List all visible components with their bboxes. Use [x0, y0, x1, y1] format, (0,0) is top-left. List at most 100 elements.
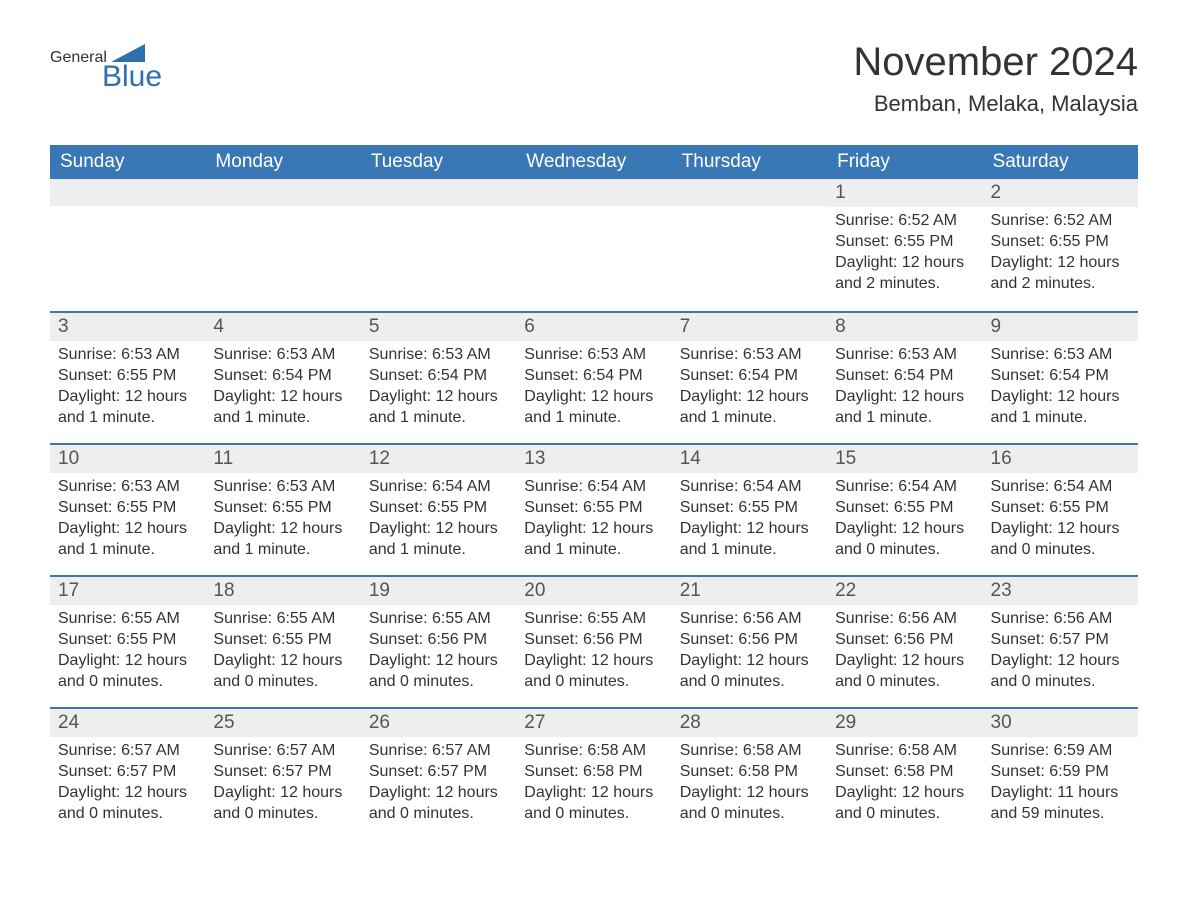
day-number: 16 — [983, 445, 1138, 473]
day-dl1: Daylight: 12 hours — [369, 783, 508, 803]
day-dl2: and 0 minutes. — [524, 672, 663, 692]
day-body: Sunrise: 6:57 AMSunset: 6:57 PMDaylight:… — [205, 737, 360, 835]
day-sunset: Sunset: 6:54 PM — [680, 366, 819, 386]
day-sunrise: Sunrise: 6:58 AM — [680, 741, 819, 761]
day-dl1: Daylight: 12 hours — [835, 519, 974, 539]
day-dl2: and 1 minute. — [680, 408, 819, 428]
day-number: 7 — [672, 313, 827, 341]
day-sunset: Sunset: 6:55 PM — [991, 498, 1130, 518]
day-sunset: Sunset: 6:59 PM — [991, 762, 1130, 782]
day-sunrise: Sunrise: 6:54 AM — [835, 477, 974, 497]
day-body: Sunrise: 6:54 AMSunset: 6:55 PMDaylight:… — [672, 473, 827, 571]
day-body: Sunrise: 6:54 AMSunset: 6:55 PMDaylight:… — [983, 473, 1138, 571]
day-dl2: and 0 minutes. — [835, 540, 974, 560]
day-sunset: Sunset: 6:55 PM — [835, 232, 974, 252]
day-cell: 24Sunrise: 6:57 AMSunset: 6:57 PMDayligh… — [50, 709, 205, 839]
week-row: 24Sunrise: 6:57 AMSunset: 6:57 PMDayligh… — [50, 707, 1138, 839]
day-sunset: Sunset: 6:57 PM — [213, 762, 352, 782]
day-dl1: Daylight: 12 hours — [369, 519, 508, 539]
weeks-container: 1Sunrise: 6:52 AMSunset: 6:55 PMDaylight… — [50, 179, 1138, 839]
day-dl1: Daylight: 12 hours — [991, 519, 1130, 539]
day-sunrise: Sunrise: 6:53 AM — [991, 345, 1130, 365]
calendar: SundayMondayTuesdayWednesdayThursdayFrid… — [50, 145, 1138, 839]
day-sunrise: Sunrise: 6:57 AM — [58, 741, 197, 761]
day-cell: 21Sunrise: 6:56 AMSunset: 6:56 PMDayligh… — [672, 577, 827, 707]
day-number: 6 — [516, 313, 671, 341]
day-sunset: Sunset: 6:58 PM — [680, 762, 819, 782]
day-number: 9 — [983, 313, 1138, 341]
day-cell: 30Sunrise: 6:59 AMSunset: 6:59 PMDayligh… — [983, 709, 1138, 839]
day-number: 24 — [50, 709, 205, 737]
day-dl2: and 59 minutes. — [991, 804, 1130, 824]
day-dl2: and 0 minutes. — [835, 672, 974, 692]
empty-day-number — [516, 179, 671, 206]
day-number: 15 — [827, 445, 982, 473]
day-number: 11 — [205, 445, 360, 473]
day-dl2: and 1 minute. — [213, 408, 352, 428]
day-dl1: Daylight: 12 hours — [524, 783, 663, 803]
day-sunrise: Sunrise: 6:53 AM — [524, 345, 663, 365]
day-number: 21 — [672, 577, 827, 605]
day-sunrise: Sunrise: 6:57 AM — [369, 741, 508, 761]
day-cell: 5Sunrise: 6:53 AMSunset: 6:54 PMDaylight… — [361, 313, 516, 443]
day-sunset: Sunset: 6:56 PM — [680, 630, 819, 650]
day-dl1: Daylight: 12 hours — [835, 387, 974, 407]
day-body: Sunrise: 6:53 AMSunset: 6:54 PMDaylight:… — [205, 341, 360, 439]
day-dl2: and 1 minute. — [991, 408, 1130, 428]
day-sunrise: Sunrise: 6:53 AM — [369, 345, 508, 365]
day-dl1: Daylight: 12 hours — [213, 387, 352, 407]
day-dl1: Daylight: 12 hours — [680, 651, 819, 671]
day-cell — [516, 179, 671, 311]
day-cell: 8Sunrise: 6:53 AMSunset: 6:54 PMDaylight… — [827, 313, 982, 443]
day-dl2: and 0 minutes. — [991, 672, 1130, 692]
day-body: Sunrise: 6:56 AMSunset: 6:57 PMDaylight:… — [983, 605, 1138, 703]
day-body: Sunrise: 6:53 AMSunset: 6:54 PMDaylight:… — [361, 341, 516, 439]
day-cell — [205, 179, 360, 311]
day-number: 12 — [361, 445, 516, 473]
day-cell: 23Sunrise: 6:56 AMSunset: 6:57 PMDayligh… — [983, 577, 1138, 707]
day-sunset: Sunset: 6:55 PM — [213, 630, 352, 650]
day-dl2: and 0 minutes. — [213, 672, 352, 692]
day-dl1: Daylight: 12 hours — [680, 783, 819, 803]
month-title: November 2024 — [853, 40, 1138, 85]
dow-cell: Monday — [205, 145, 360, 179]
day-number: 28 — [672, 709, 827, 737]
day-body: Sunrise: 6:52 AMSunset: 6:55 PMDaylight:… — [983, 207, 1138, 305]
day-body: Sunrise: 6:56 AMSunset: 6:56 PMDaylight:… — [672, 605, 827, 703]
day-body: Sunrise: 6:53 AMSunset: 6:55 PMDaylight:… — [50, 341, 205, 439]
day-number: 3 — [50, 313, 205, 341]
day-body: Sunrise: 6:56 AMSunset: 6:56 PMDaylight:… — [827, 605, 982, 703]
day-sunrise: Sunrise: 6:55 AM — [369, 609, 508, 629]
day-dl2: and 1 minute. — [835, 408, 974, 428]
day-number: 26 — [361, 709, 516, 737]
day-dl2: and 0 minutes. — [680, 672, 819, 692]
day-cell: 14Sunrise: 6:54 AMSunset: 6:55 PMDayligh… — [672, 445, 827, 575]
day-sunrise: Sunrise: 6:55 AM — [213, 609, 352, 629]
day-sunset: Sunset: 6:58 PM — [835, 762, 974, 782]
day-dl2: and 0 minutes. — [680, 804, 819, 824]
day-number: 25 — [205, 709, 360, 737]
day-sunset: Sunset: 6:55 PM — [58, 630, 197, 650]
day-number: 20 — [516, 577, 671, 605]
dow-cell: Wednesday — [516, 145, 671, 179]
day-sunset: Sunset: 6:54 PM — [213, 366, 352, 386]
day-sunset: Sunset: 6:55 PM — [835, 498, 974, 518]
day-sunrise: Sunrise: 6:54 AM — [369, 477, 508, 497]
day-sunrise: Sunrise: 6:58 AM — [835, 741, 974, 761]
logo: General Blue — [50, 40, 162, 92]
day-dl2: and 1 minute. — [369, 408, 508, 428]
day-number: 29 — [827, 709, 982, 737]
day-dl2: and 1 minute. — [680, 540, 819, 560]
day-sunset: Sunset: 6:58 PM — [524, 762, 663, 782]
day-sunrise: Sunrise: 6:54 AM — [991, 477, 1130, 497]
day-dl2: and 0 minutes. — [835, 804, 974, 824]
week-row: 17Sunrise: 6:55 AMSunset: 6:55 PMDayligh… — [50, 575, 1138, 707]
day-sunset: Sunset: 6:56 PM — [524, 630, 663, 650]
day-dl1: Daylight: 12 hours — [58, 387, 197, 407]
day-sunrise: Sunrise: 6:55 AM — [524, 609, 663, 629]
day-dl1: Daylight: 12 hours — [835, 651, 974, 671]
day-number: 5 — [361, 313, 516, 341]
day-number: 23 — [983, 577, 1138, 605]
day-sunset: Sunset: 6:57 PM — [58, 762, 197, 782]
day-cell: 18Sunrise: 6:55 AMSunset: 6:55 PMDayligh… — [205, 577, 360, 707]
